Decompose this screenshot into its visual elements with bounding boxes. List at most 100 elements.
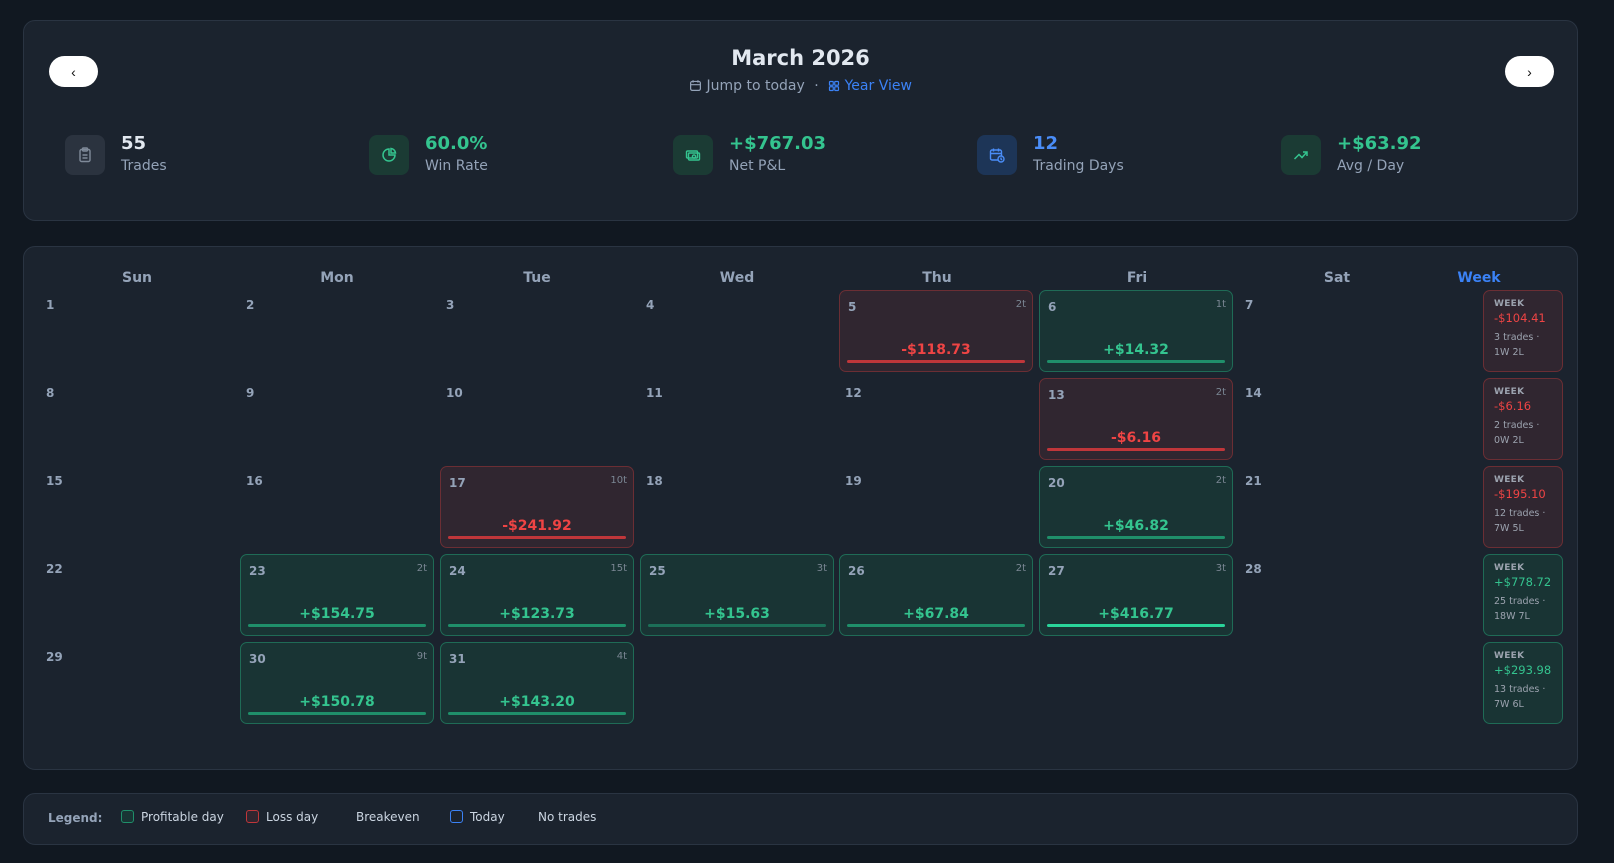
jump-to-today-link[interactable]: Jump to today xyxy=(689,78,809,94)
day-number: 29 xyxy=(46,650,63,664)
day-cell[interactable]: 6 1t +$14.32 xyxy=(1039,290,1233,372)
day-number: 11 xyxy=(646,386,663,400)
day-number: 13 xyxy=(1048,388,1065,402)
next-month-button[interactable]: › xyxy=(1505,56,1554,87)
weekday-header-fri: Fri xyxy=(1126,270,1148,286)
loss-swatch xyxy=(246,810,259,823)
day-cell[interactable]: 5 2t -$118.73 xyxy=(839,290,1033,372)
day-number: 23 xyxy=(249,564,266,578)
day-cell: 18 xyxy=(640,466,834,548)
pnl-bar xyxy=(1047,448,1225,451)
prev-month-button[interactable]: ‹ xyxy=(49,56,98,87)
year-view-link[interactable]: Year View xyxy=(828,78,912,94)
week-stats: 2 trades · 0W 2L xyxy=(1494,418,1552,448)
weekday-header-week: Week xyxy=(1457,270,1501,286)
stat-value: 60.0% xyxy=(425,133,488,154)
trade-count: 2t xyxy=(416,563,427,574)
day-cell[interactable]: 26 2t +$67.84 xyxy=(839,554,1033,636)
pnl-bar xyxy=(847,360,1025,363)
pie-chart-icon xyxy=(369,135,409,175)
no-trades-swatch xyxy=(518,810,531,823)
day-cell: 29 xyxy=(40,642,234,724)
week-summary: WEEK -$104.41 3 trades · 1W 2L xyxy=(1483,290,1563,372)
day-pnl: +$67.84 xyxy=(903,606,969,622)
day-number: 28 xyxy=(1245,562,1262,576)
day-cell[interactable]: 24 15t +$123.73 xyxy=(440,554,634,636)
week-stats: 13 trades · 7W 6L xyxy=(1494,682,1552,712)
week-win-loss: 1W 2L xyxy=(1494,347,1524,358)
day-number: 26 xyxy=(848,564,865,578)
day-cell: 9 xyxy=(240,378,434,460)
day-number: 17 xyxy=(449,476,466,490)
trade-count: 2t xyxy=(1015,299,1026,310)
day-number: 7 xyxy=(1245,298,1254,312)
week-label: WEEK xyxy=(1494,475,1525,485)
pnl-bar xyxy=(847,624,1025,627)
trade-count: 2t xyxy=(1215,387,1226,398)
week-label: WEEK xyxy=(1494,387,1525,397)
pnl-bar xyxy=(448,536,626,539)
pnl-bar xyxy=(1047,624,1225,627)
day-cell[interactable]: 30 9t +$150.78 xyxy=(240,642,434,724)
week-pnl: +$293.98 xyxy=(1494,663,1552,677)
legend-no-trades: No trades xyxy=(518,810,596,824)
weekday-header-wed: Wed xyxy=(719,270,755,286)
day-number: 15 xyxy=(46,474,63,488)
trade-count: 4t xyxy=(616,651,627,662)
chevron-left-icon: ‹ xyxy=(71,63,76,80)
day-cell[interactable]: 25 3t +$15.63 xyxy=(640,554,834,636)
pnl-bar xyxy=(448,712,626,715)
day-pnl: -$118.73 xyxy=(901,342,971,358)
trade-count: 3t xyxy=(816,563,827,574)
week-trades: 25 trades · xyxy=(1494,596,1546,607)
sub-navigation: Jump to today · Year View xyxy=(24,78,1577,94)
week-summary: WEEK -$195.10 12 trades · 7W 5L xyxy=(1483,466,1563,548)
week-summary: WEEK -$6.16 2 trades · 0W 2L xyxy=(1483,378,1563,460)
week-trades: 2 trades · xyxy=(1494,420,1540,431)
day-cell[interactable]: 20 2t +$46.82 xyxy=(1039,466,1233,548)
day-number: 8 xyxy=(46,386,55,400)
clipboard-icon xyxy=(65,135,105,175)
stat-value: 55 xyxy=(121,133,147,154)
month-header-card: ‹ › March 2026 Jump to today · Year View… xyxy=(23,20,1578,221)
legend-profitable: Profitable day xyxy=(121,810,224,824)
day-cell: 21 xyxy=(1239,466,1433,548)
week-summary: WEEK +$293.98 13 trades · 7W 6L xyxy=(1483,642,1563,724)
weekday-header-sat: Sat xyxy=(1323,270,1351,286)
weekday-header-sun: Sun xyxy=(121,270,153,286)
week-label: WEEK xyxy=(1494,563,1525,573)
day-number: 1 xyxy=(46,298,55,312)
profit-swatch xyxy=(121,810,134,823)
day-cell[interactable]: 13 2t -$6.16 xyxy=(1039,378,1233,460)
day-number: 24 xyxy=(449,564,466,578)
calendar-grid: Sun Mon Tue Wed Thu Fri Sat Week 1 2 3 4 5 2t -$118.73… xyxy=(23,246,1578,770)
day-cell: 10 xyxy=(440,378,634,460)
stat-value: 12 xyxy=(1033,133,1059,154)
day-number: 6 xyxy=(1048,300,1057,314)
grid-icon xyxy=(829,80,840,92)
day-cell[interactable]: 17 10t -$241.92 xyxy=(440,466,634,548)
week-stats: 12 trades · 7W 5L xyxy=(1494,506,1552,536)
day-cell: 7 xyxy=(1239,290,1433,372)
week-trades: 3 trades · xyxy=(1494,332,1540,343)
stat-label: Net P&L xyxy=(729,158,786,174)
calendar-clock-icon xyxy=(977,135,1017,175)
week-stats: 25 trades · 18W 7L xyxy=(1494,594,1552,624)
trade-count: 10t xyxy=(610,475,627,486)
week-trades: 12 trades · xyxy=(1494,508,1546,519)
day-number: 4 xyxy=(646,298,655,312)
weekday-header-mon: Mon xyxy=(320,270,354,286)
stat-label: Trading Days xyxy=(1033,158,1124,174)
day-number: 2 xyxy=(246,298,255,312)
pnl-bar xyxy=(248,712,426,715)
day-cell[interactable]: 31 4t +$143.20 xyxy=(440,642,634,724)
stat-value: +$63.92 xyxy=(1337,133,1422,154)
day-cell[interactable]: 23 2t +$154.75 xyxy=(240,554,434,636)
day-pnl: -$6.16 xyxy=(1110,430,1162,446)
trend-up-icon xyxy=(1281,135,1321,175)
pnl-bar xyxy=(1047,536,1225,539)
day-cell: 28 xyxy=(1239,554,1433,636)
day-cell[interactable]: 27 3t +$416.77 xyxy=(1039,554,1233,636)
weekday-header-tue: Tue xyxy=(523,270,551,286)
day-number: 16 xyxy=(246,474,263,488)
